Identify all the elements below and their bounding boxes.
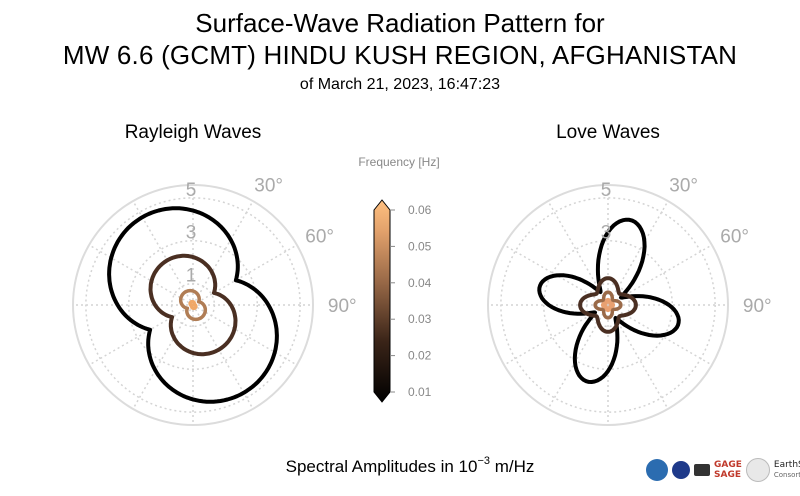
title-line-1: Surface-Wave Radiation Pattern for xyxy=(195,8,605,38)
colorbar-ticks: 0.06 0.05 0.04 0.03 0.02 0.01 xyxy=(390,203,432,399)
radial-tick-label: 5 xyxy=(601,180,612,201)
colorbar-tick-label: 0.06 xyxy=(408,203,432,217)
footer-label: Spectral Amplitudes in 10−3 m/Hz xyxy=(286,455,535,476)
rayleigh-curves xyxy=(107,206,279,404)
angle-tick-label: 30° xyxy=(254,175,283,196)
polar-spoke xyxy=(192,200,254,306)
colorbar-tick-label: 0.05 xyxy=(408,239,432,253)
usgs-logo xyxy=(694,464,710,476)
love-curves xyxy=(537,217,681,384)
radial-tick-label: 5 xyxy=(186,180,197,201)
partner-logo xyxy=(672,461,690,479)
colorbar-label: Frequency [Hz] xyxy=(358,155,439,169)
pattern-curve-0.06 xyxy=(188,299,198,311)
colorbar-tick-label: 0.02 xyxy=(408,349,432,363)
angle-tick-label: 60° xyxy=(305,226,334,247)
earthscope-logo-text: EarthScopeConsortium xyxy=(773,460,800,479)
gage-sage-logo: GAGE SAGE xyxy=(714,460,742,480)
nsf-logo xyxy=(646,459,668,481)
pattern-curve-0.03 xyxy=(578,276,638,334)
polar-spoke xyxy=(192,304,298,366)
polar-ring xyxy=(500,197,716,413)
earthscope-logo-icon xyxy=(745,458,770,482)
pattern-curve-0.01 xyxy=(537,217,681,384)
radial-tick-label: 3 xyxy=(601,223,612,244)
polar-spoke xyxy=(88,304,194,366)
love-title: Love Waves xyxy=(556,122,660,143)
angle-tick-label: 60° xyxy=(720,226,749,247)
radial-tick-label: 1 xyxy=(186,266,197,287)
polar-ring xyxy=(85,197,301,413)
angle-tick-label: 30° xyxy=(669,175,698,196)
colorbar-tick-label: 0.03 xyxy=(408,312,432,326)
polar-spoke xyxy=(192,244,298,306)
angle-tick-label: 90° xyxy=(743,296,772,317)
pattern-curve-0.045 xyxy=(593,290,623,320)
rayleigh-labels: 1 3 5 30° 60° 90° xyxy=(186,175,357,317)
angle-tick-label: 90° xyxy=(328,296,357,317)
love-grid xyxy=(487,184,729,426)
colorbar-tick-label: 0.04 xyxy=(408,276,432,290)
polar-spoke xyxy=(88,244,194,306)
colorbar-tick-label: 0.01 xyxy=(408,385,432,399)
title-line-3: of March 21, 2023, 16:47:23 xyxy=(299,76,501,93)
pattern-curve-0.045 xyxy=(178,288,208,322)
pattern-curve-0.06 xyxy=(600,297,616,313)
love-plot: Love Waves 3 5 30° 60° 90° xyxy=(487,122,772,426)
rayleigh-plot: Rayleigh Waves 1 3 5 30° 60° 90° xyxy=(72,122,357,426)
pattern-curve-0.01 xyxy=(107,206,279,404)
title-line-2: MW 6.6 (GCMT) HINDU KUSH REGION, AFGHANI… xyxy=(62,40,738,70)
polar-ring xyxy=(127,239,259,371)
polar-spoke xyxy=(132,304,194,410)
love-labels: 3 5 30° 60° 90° xyxy=(601,175,772,317)
colorbar-bar xyxy=(373,199,391,403)
colorbar: Frequency [Hz] 0.06 0.05 0.04 0.03 0.02 0.01 xyxy=(358,155,440,403)
radial-tick-label: 3 xyxy=(186,223,197,244)
pattern-curve-0.03 xyxy=(148,253,238,357)
rayleigh-title: Rayleigh Waves xyxy=(125,122,262,143)
